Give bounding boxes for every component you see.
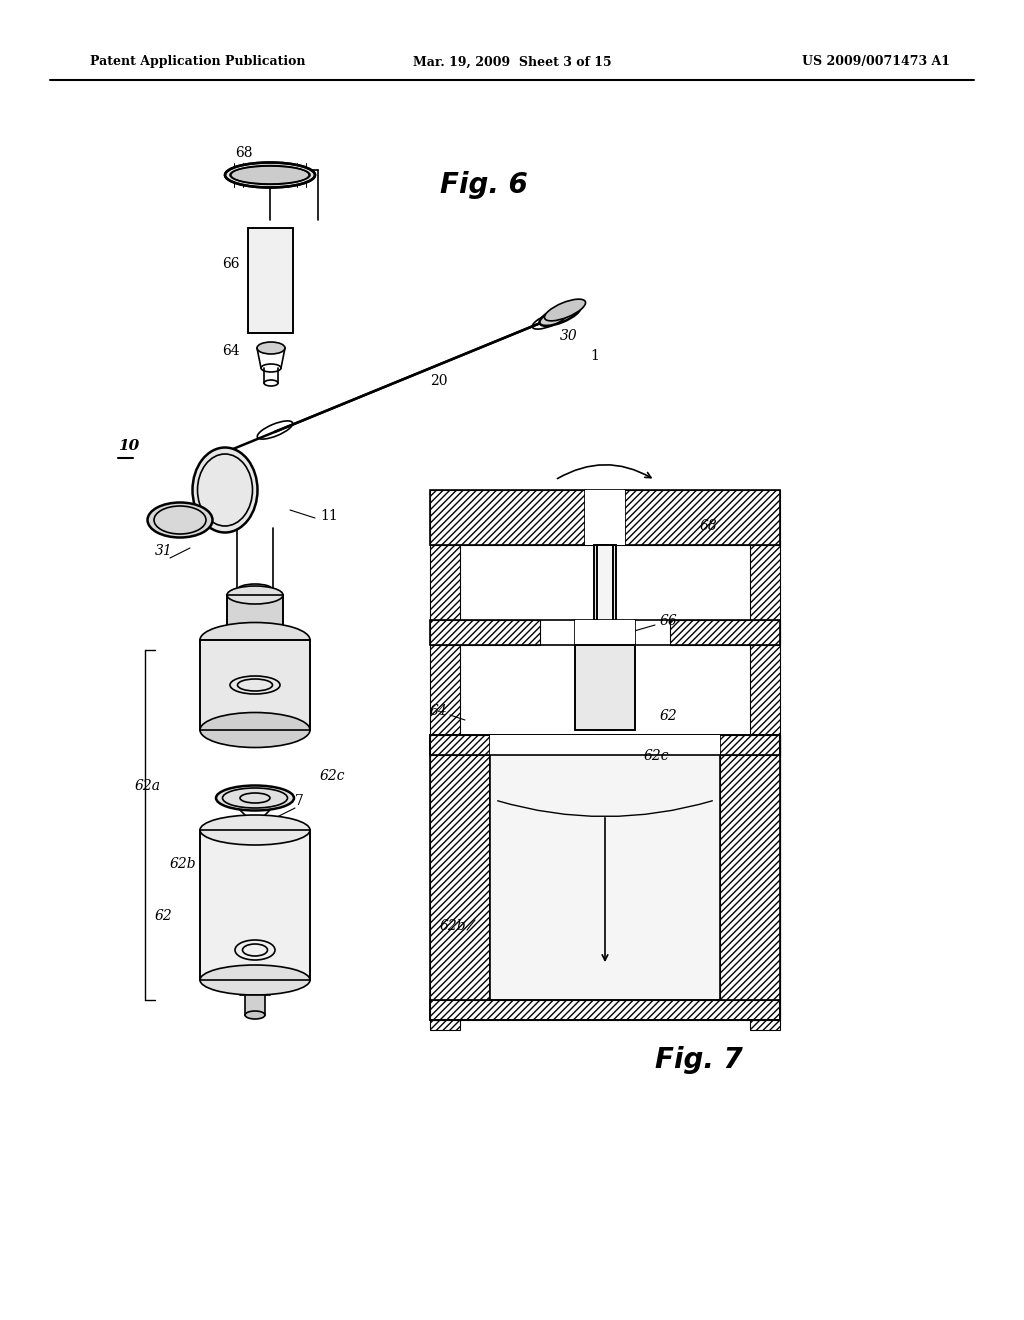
Ellipse shape: [200, 713, 310, 747]
Bar: [200, 830, 310, 979]
Ellipse shape: [237, 583, 273, 597]
Bar: [585, 490, 625, 545]
Ellipse shape: [245, 1011, 265, 1019]
Bar: [200, 640, 310, 730]
Bar: [430, 490, 780, 545]
Bar: [575, 645, 635, 730]
Text: 62c: 62c: [663, 774, 688, 788]
Bar: [248, 228, 293, 333]
Bar: [594, 545, 616, 624]
Text: 68: 68: [234, 147, 253, 160]
Ellipse shape: [230, 166, 310, 183]
Bar: [200, 640, 310, 730]
Bar: [430, 735, 780, 755]
Bar: [430, 620, 780, 645]
Ellipse shape: [193, 447, 257, 532]
Bar: [227, 595, 283, 635]
Text: 62b: 62b: [170, 857, 197, 871]
Text: 62a: 62a: [135, 779, 161, 793]
Text: 66: 66: [222, 257, 240, 271]
Ellipse shape: [225, 162, 315, 187]
Polygon shape: [583, 649, 627, 730]
Text: X: X: [252, 817, 262, 832]
Polygon shape: [234, 306, 581, 449]
Text: Fig. 6: Fig. 6: [440, 172, 527, 199]
Ellipse shape: [200, 623, 310, 657]
Text: 30: 30: [560, 329, 578, 343]
Ellipse shape: [227, 626, 283, 644]
Ellipse shape: [200, 814, 310, 845]
Bar: [227, 595, 283, 635]
Text: 62c: 62c: [319, 770, 345, 783]
Text: 68: 68: [700, 519, 718, 533]
Bar: [200, 830, 310, 979]
Text: 1: 1: [590, 348, 599, 363]
Bar: [430, 735, 780, 755]
Bar: [430, 620, 540, 645]
Bar: [430, 540, 460, 1030]
Bar: [575, 645, 635, 730]
Text: 62c: 62c: [644, 748, 670, 763]
Bar: [597, 545, 613, 645]
Bar: [430, 1001, 780, 1020]
Text: Patent Application Publication: Patent Application Publication: [90, 55, 305, 69]
Bar: [490, 735, 720, 755]
Ellipse shape: [257, 342, 285, 354]
Text: 62b: 62b: [440, 919, 467, 933]
Text: 10: 10: [118, 440, 139, 453]
Ellipse shape: [545, 300, 586, 321]
Text: 11: 11: [319, 510, 338, 523]
Text: 62: 62: [660, 709, 678, 723]
Ellipse shape: [200, 965, 310, 995]
Bar: [670, 620, 780, 645]
Text: 7: 7: [280, 821, 289, 836]
Bar: [490, 755, 720, 1001]
Ellipse shape: [216, 785, 294, 810]
Bar: [597, 545, 613, 645]
Text: US 2009/0071473 A1: US 2009/0071473 A1: [802, 55, 950, 69]
Bar: [594, 545, 616, 624]
Text: Fig. 7: Fig. 7: [655, 1045, 742, 1074]
Bar: [248, 228, 293, 333]
Bar: [575, 620, 635, 645]
Text: 7: 7: [295, 795, 304, 808]
Bar: [430, 1001, 780, 1020]
Text: 62: 62: [155, 909, 173, 923]
Bar: [245, 995, 265, 1015]
Text: 31: 31: [155, 544, 173, 558]
Ellipse shape: [147, 503, 213, 537]
Text: 64: 64: [222, 345, 240, 358]
Text: 20: 20: [430, 374, 447, 388]
Text: Mar. 19, 2009  Sheet 3 of 15: Mar. 19, 2009 Sheet 3 of 15: [413, 55, 611, 69]
Bar: [720, 735, 780, 1001]
Text: 66: 66: [660, 614, 678, 628]
Ellipse shape: [540, 304, 581, 326]
Bar: [430, 735, 490, 1001]
Ellipse shape: [227, 586, 283, 605]
Bar: [750, 540, 780, 1030]
Bar: [430, 490, 780, 545]
Text: 64: 64: [430, 704, 447, 718]
